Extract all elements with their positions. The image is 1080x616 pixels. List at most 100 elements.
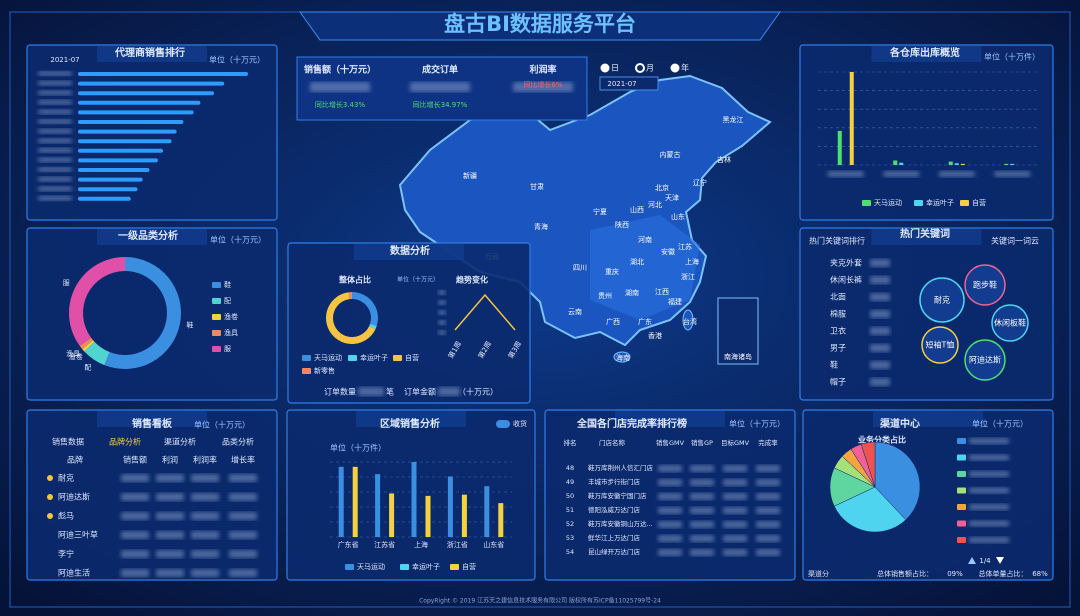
date-value: 2021-07 <box>607 80 636 88</box>
province-label: 山东 <box>671 212 685 221</box>
tab[interactable]: 关键词一词云 <box>991 236 1039 246</box>
brand-name: 阿迪达斯 <box>58 492 90 502</box>
bar <box>893 160 898 165</box>
bar <box>78 139 172 144</box>
blurred-value <box>121 531 149 539</box>
donut-segment <box>84 341 110 366</box>
blurred-value <box>870 361 890 369</box>
brand-name: 阿迪三叶草 <box>58 530 98 540</box>
panel-title: 代理商销售排行 <box>114 46 185 59</box>
segment-label: 鞋 <box>186 320 193 329</box>
word-bubble <box>919 277 965 323</box>
panel-title: 数据分析 <box>390 244 430 257</box>
bar <box>78 187 138 192</box>
blurred-value <box>358 387 384 396</box>
tab[interactable]: 销售数据 <box>52 437 84 447</box>
channel-summary: 总体销售额占比： <box>877 569 933 578</box>
section-title: 业务分类占比 <box>858 435 906 445</box>
keyword: 男子 <box>830 344 846 353</box>
blurred-value <box>870 293 890 301</box>
legend-label: 服 <box>224 345 231 353</box>
column-header: 利润率 <box>193 455 217 465</box>
blurred-value <box>191 512 219 520</box>
blurred-value <box>229 474 257 482</box>
blurred-value <box>121 493 149 501</box>
tab[interactable]: 品牌分析 <box>109 437 141 447</box>
blurred-value <box>438 330 446 335</box>
blurred-value <box>723 521 747 528</box>
bar <box>461 494 467 537</box>
bar <box>78 81 225 86</box>
blurred-value <box>969 504 1009 510</box>
legend-label: 天马运动 <box>874 198 902 207</box>
province-label: 河南 <box>638 235 652 244</box>
legend-swatch <box>212 330 221 336</box>
brand-name: 阿迪生活 <box>58 568 90 578</box>
bar <box>352 466 358 537</box>
blurred-value <box>156 493 184 501</box>
legend-label: 幸运叶子 <box>412 562 440 571</box>
section-title: 趋势变化 <box>455 275 488 285</box>
province-label: 海南 <box>616 353 630 362</box>
blurred-value <box>690 465 714 472</box>
province-label: 湖南 <box>625 288 639 297</box>
blurred-value <box>883 171 920 177</box>
x-tick-label: 广东省 <box>338 540 359 549</box>
channel-summary: 总体单量占比： <box>979 569 1028 578</box>
pie-slice <box>833 486 907 533</box>
segment-label: 渔卷 <box>69 352 83 361</box>
toggle-switch[interactable] <box>496 420 510 428</box>
blurred-value <box>658 549 682 556</box>
legend-label: 鞋 <box>224 280 231 289</box>
cloud-word: 短袖T恤 <box>926 340 955 350</box>
bar <box>425 495 431 537</box>
tab[interactable]: 渠道分析 <box>164 437 196 447</box>
blurred-value <box>513 82 573 92</box>
legend-swatch <box>862 200 871 206</box>
tab[interactable]: 热门关键词排行 <box>809 236 865 246</box>
blurred-value <box>756 521 780 528</box>
period-radio[interactable] <box>670 63 680 73</box>
panel <box>286 409 536 581</box>
province-label: 香港 <box>648 331 662 340</box>
bar <box>954 163 959 165</box>
blurred-value <box>723 549 747 556</box>
word-bubble <box>991 304 1029 342</box>
legend-swatch <box>960 200 969 206</box>
blurred-value <box>690 535 714 542</box>
blurred-value <box>756 535 780 542</box>
bar <box>78 91 214 96</box>
bar <box>78 120 184 124</box>
pager-prev[interactable] <box>968 557 976 564</box>
bar <box>78 129 177 134</box>
label: （十万元） <box>458 387 498 397</box>
blurred-value <box>658 521 682 528</box>
donut-segment <box>68 257 125 346</box>
panel-title-tab <box>97 229 207 245</box>
unit: 单位（十万件） <box>330 443 386 453</box>
column-header: 品牌 <box>67 455 83 465</box>
store-name: 鞋万库安徽宁国门店 <box>588 491 647 500</box>
panel-title-tab <box>356 411 466 427</box>
blurred-value <box>827 171 864 177</box>
date-picker[interactable] <box>599 76 659 91</box>
rank: 54 <box>566 548 574 556</box>
legend-swatch <box>450 564 459 570</box>
legend-label: 新零售 <box>314 366 335 375</box>
blurred-value <box>658 535 682 542</box>
blurred-value <box>191 569 219 577</box>
tab[interactable]: 品类分析 <box>222 437 254 447</box>
period-radio[interactable] <box>600 63 610 73</box>
blurred-value <box>870 344 890 352</box>
rank: 51 <box>566 506 574 514</box>
bar <box>338 466 344 537</box>
pager-next[interactable] <box>996 557 1004 564</box>
blurred-value <box>38 109 72 115</box>
period-radio[interactable] <box>635 63 645 73</box>
column-header: 目标GMV <box>721 438 750 447</box>
word-bubble <box>964 264 1006 306</box>
rank: 52 <box>566 520 574 528</box>
blurred-value <box>410 82 470 92</box>
panel-title-tab <box>615 411 725 427</box>
